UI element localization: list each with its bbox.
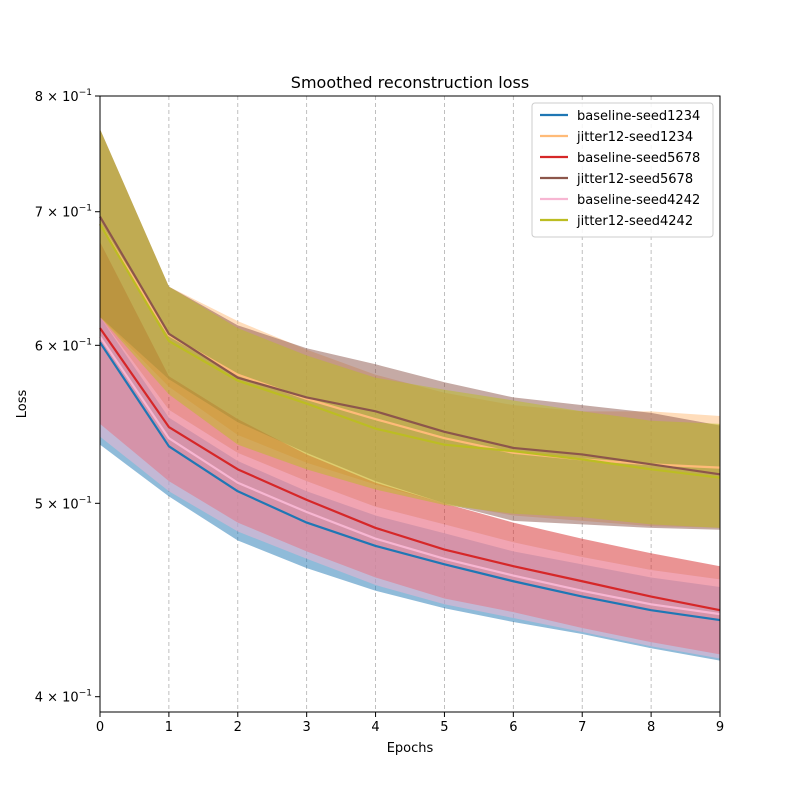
x-axis-ticks: 0 1 2 3 4 5 6 7 8 9 (96, 712, 724, 735)
band-jitter12-seed4242 (100, 129, 720, 528)
x-tick-label: 7 (578, 720, 586, 735)
y-tick-label: 7 × 10−1 (35, 204, 92, 221)
legend-label: jitter12-seed1234 (576, 130, 693, 145)
x-tick-label: 4 (371, 720, 379, 735)
band-baseline-seed4242 (100, 316, 720, 659)
line-baseline-seed5678 (99, 327, 721, 612)
x-tick-label: 1 (165, 720, 173, 735)
legend: baseline-seed1234 jitter12-seed1234 baseli… (531, 102, 714, 238)
x-tick-label: 3 (303, 720, 311, 735)
legend-label: baseline-seed4242 (577, 193, 700, 208)
x-tick-label: 0 (96, 720, 104, 735)
series-lines (99, 216, 721, 622)
legend-box (531, 102, 714, 238)
plot-frame (99, 95, 721, 713)
legend-label: jitter12-seed5678 (576, 172, 693, 187)
line-jitter12-seed5678 (99, 216, 721, 476)
x-tick-label: 5 (440, 720, 448, 735)
y-tick-label: 4 × 10−1 (35, 689, 92, 706)
y-axis-ticks: 4 × 10−1 5 × 10−1 6 × 10−1 7 × 10−1 8 × 10−1 (35, 88, 100, 706)
legend-label: jitter12-seed4242 (576, 214, 693, 229)
legend-label: baseline-seed1234 (577, 109, 700, 124)
line-jitter12-seed4242 (99, 223, 721, 479)
x-tick-label: 8 (647, 720, 655, 735)
x-axis-label: Epochs (387, 741, 434, 756)
x-tick-label: 6 (509, 720, 517, 735)
x-tick-label: 9 (716, 720, 724, 735)
band-baseline-seed5678 (100, 241, 720, 655)
y-tick-label: 6 × 10−1 (35, 337, 92, 354)
line-baseline-seed4242 (99, 336, 721, 616)
x-tick-label: 2 (234, 720, 242, 735)
chart-title: Smoothed reconstruction loss (291, 73, 529, 92)
confidence-bands (100, 129, 720, 661)
y-axis-label: Loss (15, 390, 30, 419)
y-tick-label: 8 × 10−1 (35, 88, 92, 105)
y-tick-label: 5 × 10−1 (35, 495, 92, 512)
legend-label: baseline-seed5678 (577, 151, 700, 166)
line-baseline-seed1234 (99, 341, 721, 622)
